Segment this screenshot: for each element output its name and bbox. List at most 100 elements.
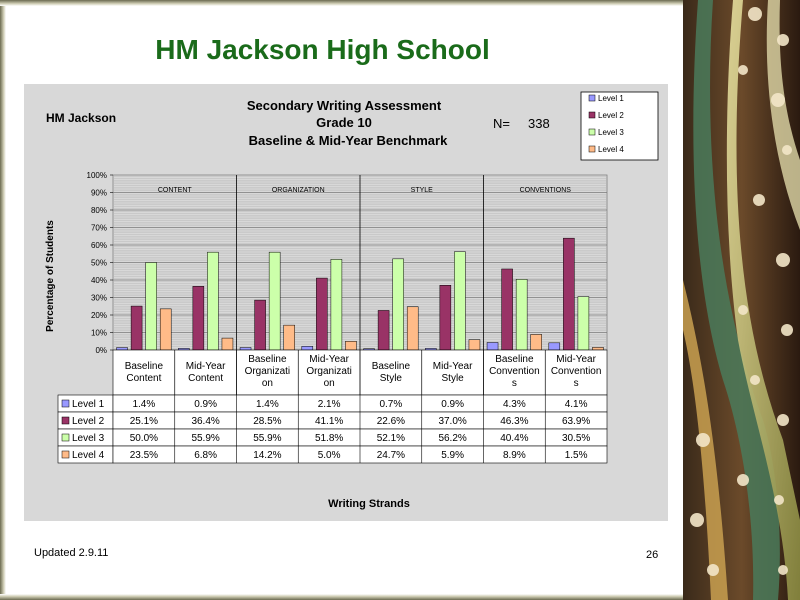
table-cell-value: 0.7% xyxy=(379,399,402,410)
table-cell-value: 22.6% xyxy=(377,416,405,427)
slide-frame-top xyxy=(0,0,690,6)
category-label: Content xyxy=(126,373,161,384)
table-cell-value: 25.1% xyxy=(130,416,158,427)
slide-title: HM Jackson High School xyxy=(155,34,490,65)
bar-level-2 xyxy=(563,237,575,351)
table-cell-value: 50.0% xyxy=(130,433,158,444)
bar-level-4 xyxy=(406,306,419,351)
chart-svg: HM Jackson Secondary Writing Assessment … xyxy=(45,91,659,510)
category-label: Convention xyxy=(489,366,540,377)
decorative-side-panel xyxy=(683,0,800,600)
table-legend-swatch xyxy=(61,416,70,425)
bar-level-1 xyxy=(486,342,499,351)
category-label: Baseline xyxy=(495,354,534,365)
bar-level-2 xyxy=(501,268,513,351)
table-series-label: Level 2 xyxy=(72,416,105,427)
table-series-label: Level 3 xyxy=(72,433,105,444)
y-tick-label: 20% xyxy=(91,311,107,320)
bar-level-3 xyxy=(268,251,281,351)
chart-title-line-2: Grade 10 xyxy=(316,115,372,130)
page-number: 26 xyxy=(646,549,659,561)
y-tick-label: 0% xyxy=(95,346,107,355)
legend-swatch xyxy=(588,128,596,136)
table-cell-value: 55.9% xyxy=(253,433,281,444)
bar-level-2 xyxy=(254,299,266,351)
bar-level-4 xyxy=(530,334,542,351)
category-label: Convention xyxy=(551,366,602,377)
bar-level-3 xyxy=(145,262,157,351)
y-tick-label: 30% xyxy=(91,294,107,303)
table-legend-swatch xyxy=(61,399,70,408)
category-label: Mid-Year xyxy=(186,361,226,372)
table-cell-value: 6.8% xyxy=(194,450,217,461)
bar-level-3 xyxy=(207,251,219,351)
school-label: HM Jackson xyxy=(46,111,116,125)
legend-swatch xyxy=(588,111,596,119)
category-label: Mid-Year xyxy=(309,354,349,365)
table-cell-value: 23.5% xyxy=(130,450,158,461)
bar-level-4 xyxy=(468,339,481,351)
x-axis-label: Writing Strands xyxy=(328,498,410,510)
legend-label: Level 2 xyxy=(598,111,624,120)
table-cell-value: 1.4% xyxy=(132,399,155,410)
section-label: STYLE xyxy=(411,187,434,194)
legend-label: Level 1 xyxy=(598,94,624,103)
category-label: Organizati xyxy=(306,366,352,377)
table-cell-value: 2.1% xyxy=(318,399,341,410)
bar-level-3 xyxy=(392,258,404,351)
category-label: Style xyxy=(380,373,403,384)
category-label: on xyxy=(262,378,273,389)
y-tick-label: 80% xyxy=(91,206,107,215)
legend-swatch xyxy=(588,94,596,102)
section-label: CONVENTIONS xyxy=(520,187,572,194)
table-cell-value: 14.2% xyxy=(253,450,281,461)
table-cell-value: 4.1% xyxy=(565,399,588,410)
table-cell-value: 37.0% xyxy=(438,416,466,427)
table-legend-swatch xyxy=(61,433,70,442)
table-cell-value: 46.3% xyxy=(500,416,528,427)
legend-swatch xyxy=(588,145,596,153)
table-cell-value: 30.5% xyxy=(562,433,590,444)
table-series-label: Level 4 xyxy=(72,450,105,461)
table-series-label: Level 1 xyxy=(72,399,105,410)
category-label: Mid-Year xyxy=(556,354,596,365)
n-value: 338 xyxy=(528,116,550,131)
bar-level-3 xyxy=(454,251,466,351)
table-cell-value: 1.5% xyxy=(565,450,588,461)
category-label: s xyxy=(512,378,517,389)
y-axis-label: Percentage of Students xyxy=(45,220,56,332)
bar-level-4 xyxy=(159,308,172,351)
bar-level-4 xyxy=(221,337,234,351)
bar-level-2 xyxy=(377,310,390,351)
table-cell-value: 1.4% xyxy=(256,399,279,410)
category-label: Baseline xyxy=(125,361,164,372)
bar-level-1 xyxy=(239,347,252,351)
table-cell-value: 0.9% xyxy=(441,399,464,410)
footer-updated: Updated 2.9.11 xyxy=(34,547,109,559)
section-label: ORGANIZATION xyxy=(272,187,325,194)
table-cell-value: 55.9% xyxy=(191,433,219,444)
table-legend-swatch xyxy=(61,450,70,459)
bar-level-2 xyxy=(439,285,452,351)
bar-level-4 xyxy=(283,324,295,351)
table-cell-value: 36.4% xyxy=(191,416,219,427)
category-label: s xyxy=(574,378,579,389)
slide-frame-bottom xyxy=(0,594,690,600)
table-cell-value: 41.1% xyxy=(315,416,343,427)
bar-level-1 xyxy=(116,347,128,351)
section-label: CONTENT xyxy=(158,187,193,194)
table-cell-value: 4.3% xyxy=(503,399,526,410)
n-label: N= xyxy=(493,116,510,131)
legend-label: Level 4 xyxy=(598,145,624,154)
y-tick-label: 100% xyxy=(87,171,107,180)
y-tick-label: 10% xyxy=(91,329,107,338)
table-cell-value: 51.8% xyxy=(315,433,343,444)
bar-level-4 xyxy=(592,347,604,351)
table-cell-value: 52.1% xyxy=(377,433,405,444)
bar-level-4 xyxy=(345,341,357,351)
category-label: Baseline xyxy=(372,361,411,372)
table-cell-value: 0.9% xyxy=(194,399,217,410)
category-label: Baseline xyxy=(248,354,287,365)
y-tick-label: 50% xyxy=(91,259,107,268)
y-tick-label: 60% xyxy=(91,241,107,250)
